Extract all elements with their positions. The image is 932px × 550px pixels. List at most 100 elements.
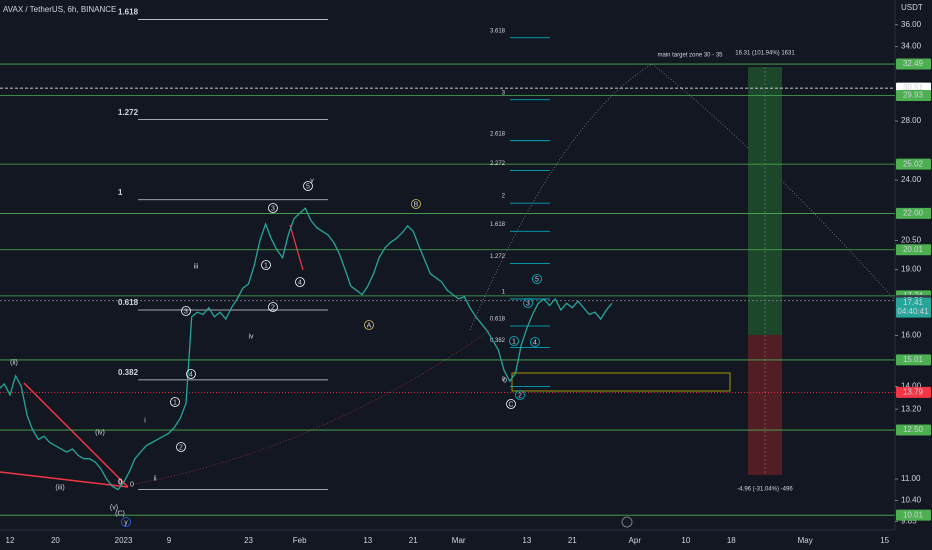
y-tick-label: 36.00 (901, 20, 922, 29)
trend-curve (129, 329, 491, 486)
x-tick-label: 9 (167, 536, 172, 545)
wave-label: 1 (173, 399, 177, 406)
wave-circle (181, 306, 191, 316)
axis-title: USDT (901, 3, 923, 12)
level-label: 32.49 (903, 59, 924, 68)
wave-label: v (310, 177, 314, 184)
level-box (896, 244, 931, 256)
wave-circle (523, 298, 533, 308)
trend-line (289, 224, 304, 271)
chart-title: AVAX / TetherUS, 6h, BINANCE (3, 5, 116, 14)
fib-label: 1.272 (490, 254, 506, 260)
wave-circle (509, 336, 519, 346)
wave-label: y (124, 519, 128, 526)
fib-label: 1 (118, 188, 123, 197)
fib-label: 0 (502, 377, 506, 383)
fib-label: 2.272 (490, 161, 506, 167)
wave-circle (530, 337, 540, 347)
fib-label: 2.618 (490, 131, 506, 137)
wave-circle (364, 320, 374, 330)
wave-circle (411, 199, 421, 209)
fib-label: 0 (118, 478, 123, 487)
wave-circle (295, 277, 305, 287)
y-tick-label: 11.00 (901, 474, 921, 483)
wave-circle (261, 260, 271, 270)
fib-label: 0.618 (490, 317, 506, 323)
fib-label: 1.272 (118, 108, 139, 117)
wave-label: 2 (179, 444, 183, 451)
wave-label: 3 (271, 205, 275, 212)
wave-circle (506, 399, 516, 409)
level-label: 29.93 (903, 91, 924, 100)
level-box (896, 58, 931, 70)
level-box (896, 158, 931, 170)
wave-circle (186, 369, 196, 379)
wave-label: iv (248, 333, 254, 340)
price-line (0, 207, 613, 491)
level-label: 10.01 (903, 510, 924, 519)
wave-circle (515, 390, 525, 400)
level-box (896, 297, 931, 318)
level-label: 22.00 (903, 209, 924, 218)
wave-label: 2 (271, 304, 275, 311)
x-tick-label: Apr (629, 536, 642, 545)
level-box (896, 89, 931, 101)
level-label: 15.01 (903, 355, 924, 364)
wave-label: iii (194, 263, 199, 270)
wave-label: (C) (115, 510, 125, 517)
x-tick-label: 12 (6, 536, 15, 545)
wave-label: A (367, 322, 372, 329)
level-label: 30.51 (903, 83, 924, 92)
wave-circle (268, 203, 278, 213)
wave-label: 0 (130, 481, 134, 488)
fib-label: 3 (502, 90, 506, 96)
wave-label: 0 (503, 377, 507, 384)
wave-label: ii (153, 475, 157, 482)
wave-label: 4 (189, 371, 193, 378)
wave-label: 1 (512, 338, 516, 345)
fib-label: 0.618 (118, 298, 139, 307)
fib-label: 3.618 (490, 28, 506, 34)
y-tick-label: 9.85 (901, 516, 917, 525)
x-tick-label: 18 (727, 536, 736, 545)
wave-label: 5 (306, 183, 310, 190)
wave-circle (176, 442, 186, 452)
level-box (896, 207, 931, 219)
wave-label: 1 (264, 262, 268, 269)
x-tick-label: 21 (568, 536, 577, 545)
x-tick-label: Feb (293, 536, 307, 545)
x-tick-label: 2023 (115, 536, 133, 545)
y-tick-label: 19.00 (901, 265, 922, 274)
y-tick-label: 34.00 (901, 42, 922, 51)
fib-label: 1.618 (118, 8, 139, 17)
fib-label: 0.382 (118, 368, 139, 377)
x-tick-label: 21 (409, 536, 418, 545)
wave-circle (121, 517, 131, 527)
y-tick-label: 20.50 (901, 236, 922, 245)
fib-label: 0.382 (490, 338, 506, 344)
annotation: 16.31 (101.94%) 1631 (735, 51, 795, 57)
wave-label: C (508, 401, 513, 408)
x-tick-label: 20 (51, 536, 60, 545)
event-icon (621, 516, 633, 528)
annotation: -4.96 (-31.04%) -496 (737, 487, 793, 493)
x-tick-label: 15 (880, 536, 889, 545)
wave-circle (268, 302, 278, 312)
x-tick-label: 23 (244, 536, 253, 545)
wave-label: i (144, 417, 146, 424)
zone-box (511, 372, 731, 392)
fib-label: 1.618 (490, 222, 506, 228)
wave-label: (v) (110, 504, 118, 511)
level-label: 25.02 (903, 159, 924, 168)
level-box (896, 509, 931, 521)
x-tick-label: Mar (452, 536, 466, 545)
level-label: 20.01 (903, 245, 924, 254)
y-tick-label: 28.00 (901, 116, 922, 125)
level-box (896, 386, 931, 398)
y-tick-label: 16.00 (901, 331, 922, 340)
level-box (896, 424, 931, 436)
wave-label: (ii) (10, 359, 18, 366)
wave-label: 4 (298, 279, 302, 286)
